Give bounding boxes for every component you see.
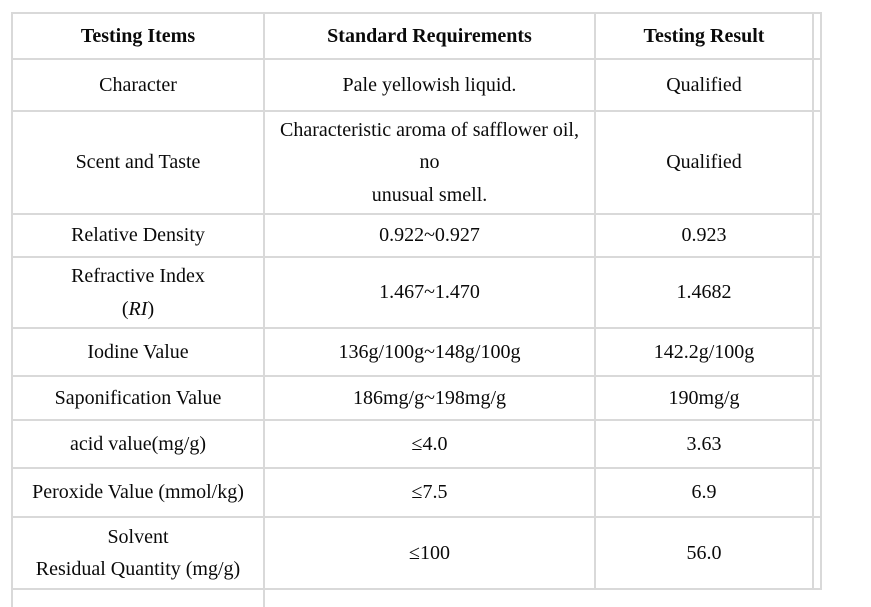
result-cell: Qualified: [594, 58, 814, 112]
border-overhang: [812, 466, 822, 518]
item-cell: Solvent Residual Quantity (mg/g): [11, 515, 265, 590]
item-line1: Refractive Index: [71, 265, 205, 288]
border-overhang: [812, 374, 822, 421]
standard-cell: 136g/100g~148g/100g: [263, 326, 596, 377]
border-overhang: [812, 213, 822, 259]
standard-cell: Characteristic aroma of safflower oil, n…: [263, 109, 596, 216]
result-cell: 142.2g/100g: [594, 326, 814, 377]
item-cell-empty: [11, 588, 265, 607]
standard-cell: 186mg/g~198mg/g: [263, 374, 596, 421]
border-overhang: [812, 58, 822, 112]
item-cell: Peroxide Value (mmol/kg): [11, 466, 265, 518]
result-cell-empty: [595, 589, 813, 607]
header-cell-testing-result: Testing Result: [594, 12, 814, 60]
border-overhang: [813, 589, 821, 607]
standard-cell: ≤7.5: [263, 466, 596, 518]
header-cell-testing-items: Testing Items: [11, 12, 265, 60]
table-row-solvent-residual: Solvent Residual Quantity (mg/g) ≤100 56…: [11, 515, 822, 590]
test-report-region: Testing Items Standard Requirements Test…: [11, 12, 822, 607]
standard-cell: ≤4.0: [263, 418, 596, 469]
border-overhang: [812, 12, 822, 60]
item-cell: Iodine Value: [11, 326, 265, 377]
table-row-peroxide-value: Peroxide Value (mmol/kg) ≤7.5 6.9: [11, 466, 822, 518]
result-cell: 0.923: [594, 213, 814, 259]
border-overhang: [812, 418, 822, 469]
item-cell: Character: [11, 58, 265, 112]
table-row-refractive-index: Refractive Index (RI) 1.467~1.470 1.4682: [11, 256, 822, 329]
item-cell: Saponification Value: [11, 374, 265, 421]
result-cell: 6.9: [594, 466, 814, 518]
item-cell: acid value(mg/g): [11, 418, 265, 469]
result-cell: 190mg/g: [594, 374, 814, 421]
table-row-scent-and-taste: Scent and Taste Characteristic aroma of …: [11, 109, 822, 216]
border-overhang: [812, 326, 822, 377]
table-row-partial-clipped: [11, 588, 821, 607]
table-row-saponification-value: Saponification Value 186mg/g~198mg/g 190…: [11, 374, 822, 421]
item-cell: Relative Density: [11, 213, 265, 259]
border-overhang: [812, 109, 822, 216]
table-row-relative-density: Relative Density 0.922~0.927 0.923: [11, 213, 822, 259]
result-cell: Qualified: [594, 109, 814, 216]
standard-cell-empty: [264, 589, 595, 607]
table-row-iodine-value: Iodine Value 136g/100g~148g/100g 142.2g/…: [11, 326, 822, 377]
result-cell: 3.63: [594, 418, 814, 469]
result-cell: 56.0: [594, 515, 814, 590]
standard-cell: Pale yellowish liquid.: [263, 58, 596, 112]
standard-cell: 1.467~1.470: [263, 256, 596, 329]
ri-symbol: RI: [128, 297, 148, 320]
border-overhang: [812, 256, 822, 329]
standard-cell: 0.922~0.927: [263, 213, 596, 259]
result-cell: 1.4682: [594, 256, 814, 329]
table-row-character: Character Pale yellowish liquid. Qualifi…: [11, 58, 822, 112]
item-cell: Scent and Taste: [11, 109, 265, 216]
header-cell-standard-requirements: Standard Requirements: [263, 12, 596, 60]
table-header-row: Testing Items Standard Requirements Test…: [11, 12, 822, 60]
item-cell: Refractive Index (RI): [11, 256, 265, 329]
testing-table: Testing Items Standard Requirements Test…: [11, 12, 822, 607]
standard-cell: ≤100: [263, 515, 596, 590]
border-overhang: [812, 515, 822, 590]
item-line2: (RI): [121, 297, 155, 320]
table-row-acid-value: acid value(mg/g) ≤4.0 3.63: [11, 418, 822, 469]
